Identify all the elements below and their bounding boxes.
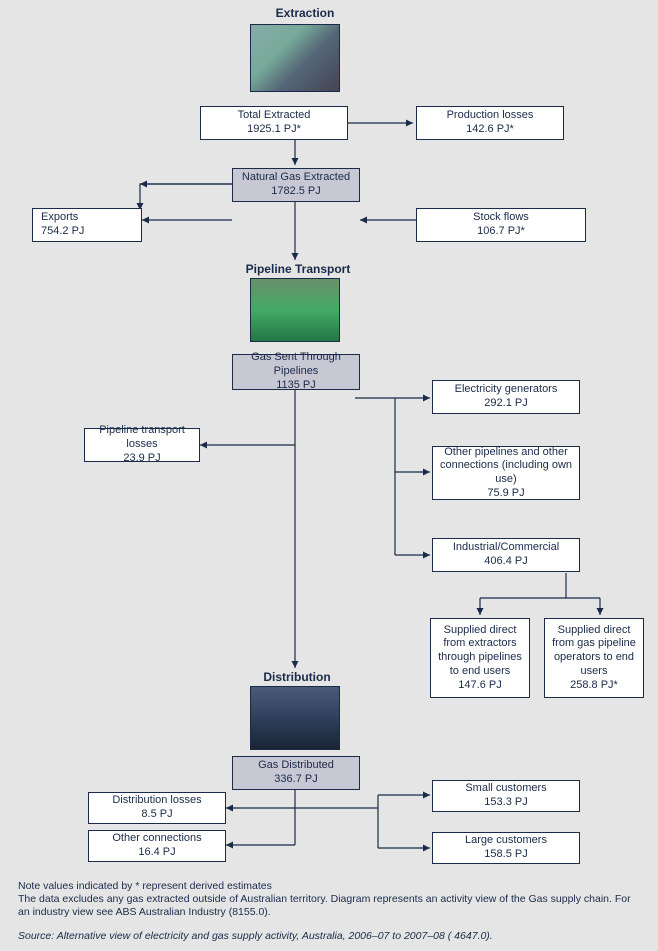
node-value: 158.5 PJ <box>439 848 573 862</box>
node-label: Industrial/Commercial <box>439 541 573 555</box>
node-pipeline-losses: Pipeline transport losses 23.9 PJ <box>84 428 200 462</box>
node-label: Natural Gas Extracted <box>239 171 353 185</box>
node-value: 292.1 PJ <box>439 397 573 411</box>
node-value: 8.5 PJ <box>95 808 219 822</box>
node-distribution-losses: Distribution losses 8.5 PJ <box>88 792 226 824</box>
node-label: Supplied direct from extractors through … <box>437 624 523 679</box>
node-value: 106.7 PJ* <box>423 225 579 239</box>
node-label: Pipeline transport losses <box>91 424 193 452</box>
node-value: 406.4 PJ <box>439 555 573 569</box>
heading-distribution: Distribution <box>252 670 342 684</box>
heading-extraction: Extraction <box>260 6 350 20</box>
node-value: 754.2 PJ <box>41 225 135 239</box>
image-pipeline <box>250 278 340 342</box>
image-extraction <box>250 24 340 92</box>
node-label: Electricity generators <box>439 383 573 397</box>
node-gas-distributed: Gas Distributed 336.7 PJ <box>232 756 360 790</box>
heading-pipeline: Pipeline Transport <box>238 262 358 276</box>
node-small-customers: Small customers 153.3 PJ <box>432 780 580 812</box>
node-production-losses: Production losses 142.6 PJ* <box>416 106 564 140</box>
node-value: 1925.1 PJ* <box>207 123 341 137</box>
node-exports: Exports 754.2 PJ <box>32 208 142 242</box>
node-value: 147.6 PJ <box>437 679 523 693</box>
node-value: 23.9 PJ <box>91 452 193 466</box>
node-label: Gas Distributed <box>239 759 353 773</box>
node-label: Distribution losses <box>95 794 219 808</box>
node-value: 142.6 PJ* <box>423 123 557 137</box>
node-label: Stock flows <box>423 211 579 225</box>
node-electricity-generators: Electricity generators 292.1 PJ <box>432 380 580 414</box>
node-value: 1782.5 PJ <box>239 185 353 199</box>
node-label: Other pipelines and other connections (i… <box>439 446 573 487</box>
node-supplied-extractors: Supplied direct from extractors through … <box>430 618 530 698</box>
node-label: Exports <box>41 211 135 225</box>
node-value: 336.7 PJ <box>239 773 353 787</box>
node-value: 258.8 PJ* <box>551 679 637 693</box>
node-label: Other connections <box>95 832 219 846</box>
footnote-asterisk: Note values indicated by * represent der… <box>18 880 638 893</box>
image-distribution <box>250 686 340 750</box>
node-value: 1135 PJ <box>239 379 353 393</box>
node-total-extracted: Total Extracted 1925.1 PJ* <box>200 106 348 140</box>
node-supplied-operators: Supplied direct from gas pipeline operat… <box>544 618 644 698</box>
node-label: Production losses <box>423 109 557 123</box>
node-value: 16.4 PJ <box>95 846 219 860</box>
footnote-source: Source: Alternative view of electricity … <box>18 930 638 943</box>
node-other-connections: Other connections 16.4 PJ <box>88 830 226 862</box>
node-label: Small customers <box>439 782 573 796</box>
node-label: Large customers <box>439 834 573 848</box>
node-gas-pipelines: Gas Sent Through Pipelines 1135 PJ <box>232 354 360 390</box>
node-label: Supplied direct from gas pipeline operat… <box>551 624 637 679</box>
node-stock-flows: Stock flows 106.7 PJ* <box>416 208 586 242</box>
footnote-data-scope: The data excludes any gas extracted outs… <box>18 893 638 919</box>
node-label: Gas Sent Through Pipelines <box>239 351 353 379</box>
node-other-pipelines: Other pipelines and other connections (i… <box>432 446 580 500</box>
node-value: 153.3 PJ <box>439 796 573 810</box>
diagram-canvas: Extraction Total Extracted 1925.1 PJ* Pr… <box>0 0 658 951</box>
node-large-customers: Large customers 158.5 PJ <box>432 832 580 864</box>
node-natural-gas-extracted: Natural Gas Extracted 1782.5 PJ <box>232 168 360 202</box>
node-industrial-commercial: Industrial/Commercial 406.4 PJ <box>432 538 580 572</box>
node-label: Total Extracted <box>207 109 341 123</box>
node-value: 75.9 PJ <box>439 487 573 501</box>
